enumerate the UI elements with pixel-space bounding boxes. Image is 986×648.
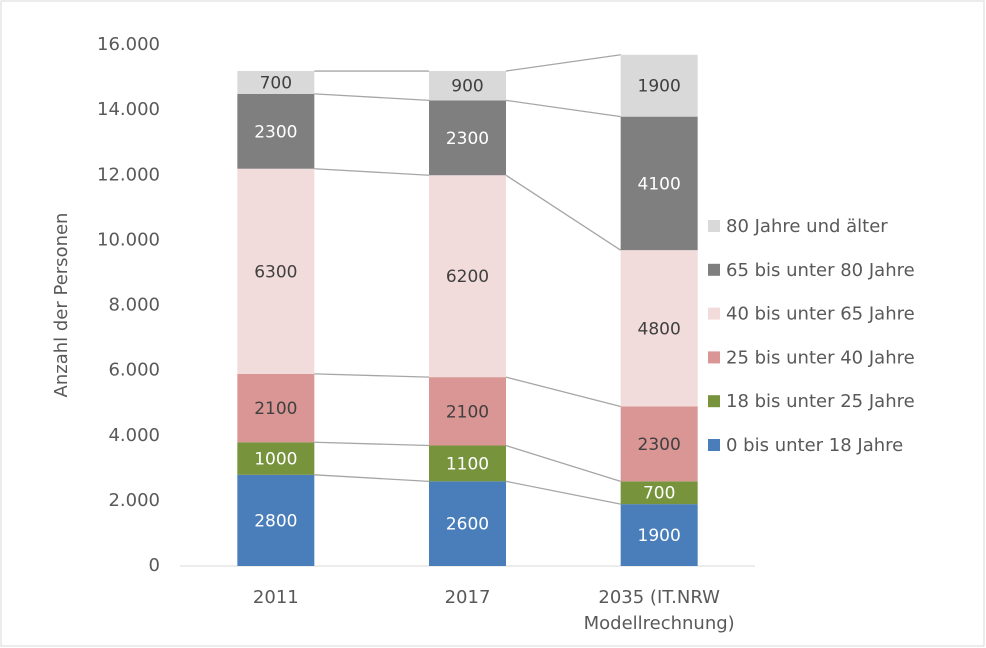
data-label: 2100 bbox=[446, 402, 489, 422]
y-tick-label: 12.000 bbox=[97, 164, 160, 185]
bar-segment bbox=[620, 406, 698, 482]
y-tick-label: 4.000 bbox=[108, 425, 160, 446]
legend-swatch bbox=[708, 395, 720, 408]
series-line bbox=[505, 54, 621, 72]
data-label: 4800 bbox=[638, 319, 681, 339]
bar-segment bbox=[429, 175, 506, 378]
legend-label: 18 bis unter 25 Jahre bbox=[726, 391, 915, 412]
series-line bbox=[505, 99, 621, 118]
legend-swatch bbox=[708, 263, 720, 276]
legend-label: 40 bis unter 65 Jahre bbox=[726, 304, 915, 325]
series-line bbox=[505, 174, 622, 251]
y-tick-label: 14.000 bbox=[97, 99, 160, 120]
bar-segment bbox=[620, 504, 698, 566]
bar-segment bbox=[237, 373, 315, 443]
y-tick-label: 8.000 bbox=[108, 295, 160, 316]
data-label: 900 bbox=[451, 77, 483, 97]
x-tick-label: 2035 (IT.NRW Modellrechnung) bbox=[583, 587, 735, 634]
data-label: 2100 bbox=[254, 399, 297, 419]
series-line bbox=[505, 480, 621, 505]
bar-segment bbox=[429, 481, 506, 566]
bar-segment bbox=[620, 250, 698, 407]
y-tick-label: 16.000 bbox=[97, 34, 160, 55]
legend-swatch bbox=[708, 307, 720, 320]
legend-label: 80 Jahre und älter bbox=[726, 216, 888, 237]
data-label: 1900 bbox=[638, 77, 681, 97]
data-label: 6200 bbox=[446, 267, 489, 287]
data-label: 700 bbox=[260, 73, 292, 93]
data-label: 1100 bbox=[446, 454, 489, 474]
series-line bbox=[314, 373, 430, 378]
data-label: 2300 bbox=[254, 122, 297, 142]
y-tick-label: 10.000 bbox=[97, 229, 160, 250]
legend-label: 65 bis unter 80 Jahre bbox=[726, 260, 915, 281]
x-tick-label: 2011 bbox=[252, 587, 299, 608]
legend-swatch bbox=[708, 351, 720, 364]
bar-segment bbox=[237, 168, 315, 374]
data-label: 700 bbox=[643, 484, 675, 504]
data-label: 2300 bbox=[638, 435, 681, 455]
bar-segment bbox=[429, 71, 506, 101]
series-line bbox=[505, 376, 621, 408]
y-tick-label: 2.000 bbox=[108, 490, 160, 511]
bar-segment bbox=[620, 481, 698, 505]
bar-segment bbox=[237, 474, 315, 566]
y-tick-label: 0 bbox=[149, 555, 160, 576]
legend-swatch bbox=[708, 439, 720, 451]
y-axis-label: Anzahl der Personen bbox=[51, 213, 72, 398]
y-tick-label: 6.000 bbox=[108, 360, 160, 381]
bar-segment bbox=[237, 71, 315, 94]
data-label: 2800 bbox=[254, 511, 297, 531]
bar-segment bbox=[429, 377, 506, 446]
legend-label: 0 bis unter 18 Jahre bbox=[726, 435, 903, 456]
data-label: 2300 bbox=[446, 129, 489, 149]
bar-segment bbox=[620, 54, 698, 117]
data-label: 6300 bbox=[254, 262, 297, 282]
x-tick-label-box: 2011 bbox=[252, 587, 299, 608]
series-line bbox=[314, 93, 430, 102]
bar-segment bbox=[620, 116, 698, 251]
x-tick-label: 2017 bbox=[444, 587, 491, 608]
data-label: 1900 bbox=[638, 526, 681, 546]
x-tick-label-box: 2017 bbox=[444, 587, 491, 608]
bar-segment bbox=[237, 93, 315, 169]
legend-swatch bbox=[708, 220, 720, 232]
series-line bbox=[314, 168, 430, 176]
bar-segment bbox=[429, 445, 506, 482]
data-label: 2600 bbox=[446, 515, 489, 535]
series-line bbox=[505, 444, 621, 482]
series-line bbox=[314, 474, 430, 482]
data-label: 1000 bbox=[254, 450, 297, 470]
x-tick-label-box: 2035 (IT.NRW Modellrechnung) bbox=[583, 587, 735, 634]
data-label: 4100 bbox=[638, 174, 681, 194]
bar-segment bbox=[237, 442, 315, 475]
series-line bbox=[314, 441, 430, 447]
legend-label: 25 bis unter 40 Jahre bbox=[726, 347, 915, 368]
bar-segment bbox=[429, 100, 506, 176]
